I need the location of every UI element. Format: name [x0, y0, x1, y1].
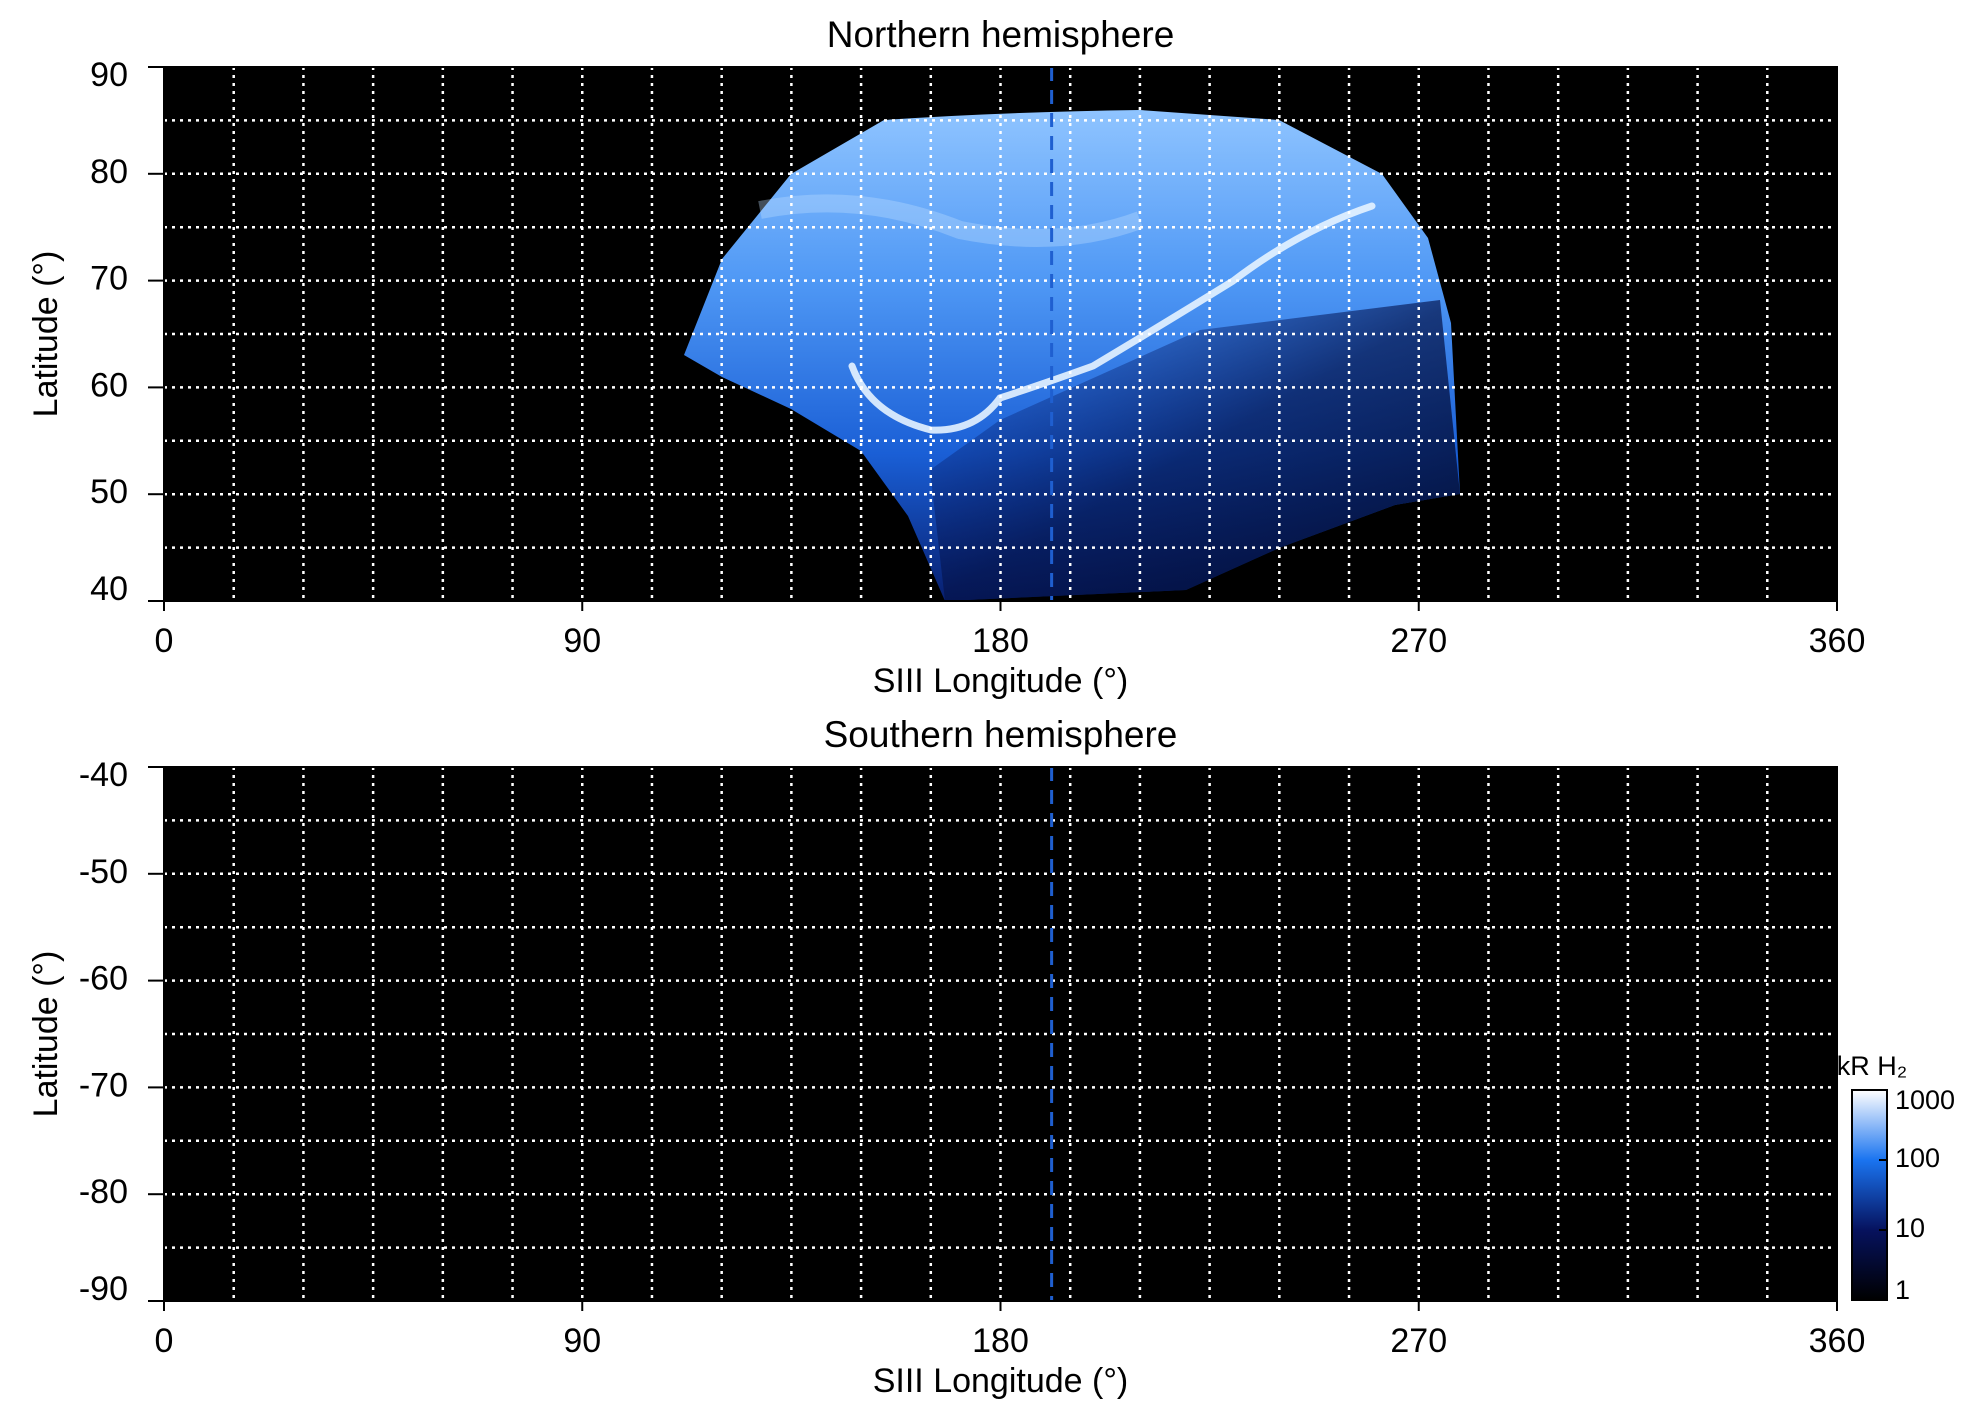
colorbar-tick-label: 1 — [1895, 1275, 1910, 1305]
y-tick-label: 80 — [90, 153, 128, 191]
axes: Northern hemisphere SIII Longitude (°) Lat… — [27, 14, 1955, 1400]
x-axis-label: SIII Longitude (°) — [873, 1362, 1129, 1400]
x-tick-label: 180 — [972, 1322, 1029, 1360]
y-tick-label: -70 — [79, 1066, 128, 1104]
x-tick-label: 360 — [1809, 622, 1866, 660]
colorbar-label: kR H₂ — [1837, 1051, 1907, 1081]
y-axis-label: Latitude (°) — [27, 951, 65, 1118]
x-tick-label: 0 — [155, 622, 174, 660]
y-tick-label: 60 — [90, 366, 128, 404]
x-tick-label: 270 — [1390, 622, 1447, 660]
x-tick-label: 90 — [563, 622, 601, 660]
colorbar-tick-label: 100 — [1895, 1143, 1940, 1173]
y-tick-label: -80 — [79, 1173, 128, 1211]
x-tick-label: 360 — [1809, 1322, 1866, 1360]
y-tick-label: -40 — [79, 756, 128, 794]
y-tick-label: 50 — [90, 473, 128, 511]
chart-title: Southern hemisphere — [824, 714, 1178, 755]
emission-image — [684, 110, 1460, 601]
y-tick-label: -60 — [79, 960, 128, 998]
x-tick-label: 270 — [1390, 1322, 1447, 1360]
chart-title: Northern hemisphere — [827, 14, 1175, 55]
y-tick-label: 90 — [90, 56, 128, 94]
x-tick-label: 0 — [155, 1322, 174, 1360]
y-tick-label: 70 — [90, 260, 128, 298]
x-axis-label: SIII Longitude (°) — [873, 662, 1129, 700]
y-axis-label: Latitude (°) — [27, 251, 65, 418]
y-tick-label: -50 — [79, 853, 128, 891]
x-tick-label: 180 — [972, 622, 1029, 660]
x-tick-label: 90 — [563, 1322, 601, 1360]
y-tick-label: 40 — [90, 570, 128, 608]
colorbar — [1851, 1089, 1888, 1301]
y-tick-label: -90 — [79, 1270, 128, 1308]
colorbar-tick-label: 10 — [1895, 1213, 1925, 1243]
colorbar-tick-label: 1000 — [1895, 1085, 1955, 1115]
